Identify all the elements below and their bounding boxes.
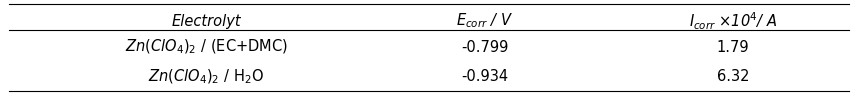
Text: Electrolyt: Electrolyt <box>172 14 241 29</box>
Text: $Zn(ClO_4)_2$ / H$_2$O: $Zn(ClO_4)_2$ / H$_2$O <box>148 67 264 86</box>
Text: 1.79: 1.79 <box>716 39 749 55</box>
Text: $E_{corr}$ / V: $E_{corr}$ / V <box>456 12 513 30</box>
Text: -0.934: -0.934 <box>461 69 508 84</box>
Text: -0.799: -0.799 <box>461 39 509 55</box>
Text: 6.32: 6.32 <box>716 69 749 84</box>
Text: $I_{corr}$ ×10$^4$/ A: $I_{corr}$ ×10$^4$/ A <box>689 10 777 32</box>
Text: $Zn(ClO_4)_2$ / (EC+DMC): $Zn(ClO_4)_2$ / (EC+DMC) <box>124 38 287 56</box>
